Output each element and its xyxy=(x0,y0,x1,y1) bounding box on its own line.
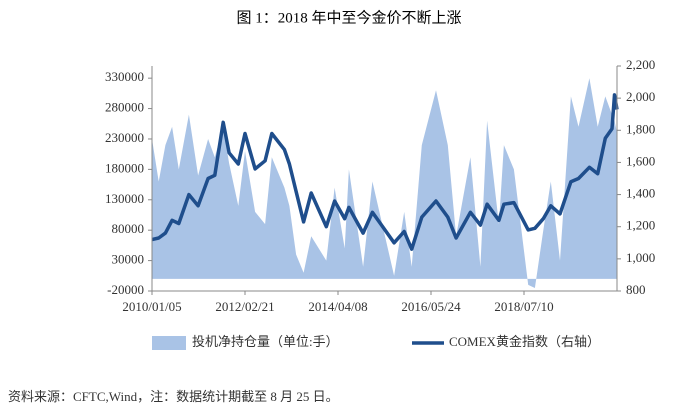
x-tick-label: 2012/02/21 xyxy=(215,299,274,314)
y2-tick-label: 800 xyxy=(626,282,646,297)
y2-tick-label: 1,400 xyxy=(626,186,655,201)
y-tick-label: -20000 xyxy=(107,282,144,297)
line-series xyxy=(151,93,619,251)
legend-label: 投机净持仓量（单位:手） xyxy=(192,334,339,349)
chart-title: 图 1：2018 年中至今金价不断上涨 xyxy=(236,9,461,26)
x-tick-label: 2016/05/24 xyxy=(401,299,461,314)
y-tick-label: 180000 xyxy=(105,160,144,175)
y-tick-label: 280000 xyxy=(105,100,144,115)
y-tick-label: 230000 xyxy=(105,130,144,145)
y2-tick-label: 1,000 xyxy=(626,250,655,265)
source-note: 资料来源：CFTC,Wind，注：数据统计期截至 8 月 25 日。 xyxy=(8,389,339,404)
y2-tick-label: 2,000 xyxy=(626,89,655,104)
x-tick-label: 2018/07/10 xyxy=(494,299,553,314)
legend-label: COMEX黄金指数（右轴） xyxy=(449,334,600,349)
y2-tick-label: 1,200 xyxy=(626,218,655,233)
y-tick-label: 80000 xyxy=(112,221,145,236)
x-tick-label: 2010/01/05 xyxy=(122,299,181,314)
legend-swatch xyxy=(152,336,186,350)
area-series xyxy=(152,78,617,288)
y2-tick-label: 1,600 xyxy=(626,153,655,168)
y2-tick-label: 2,200 xyxy=(626,57,655,72)
y-tick-label: 330000 xyxy=(105,69,144,84)
y-tick-label: 130000 xyxy=(105,191,144,206)
x-tick-label: 2014/04/08 xyxy=(308,299,367,314)
y2-tick-label: 1,800 xyxy=(626,121,655,136)
y-tick-label: 30000 xyxy=(112,252,145,267)
